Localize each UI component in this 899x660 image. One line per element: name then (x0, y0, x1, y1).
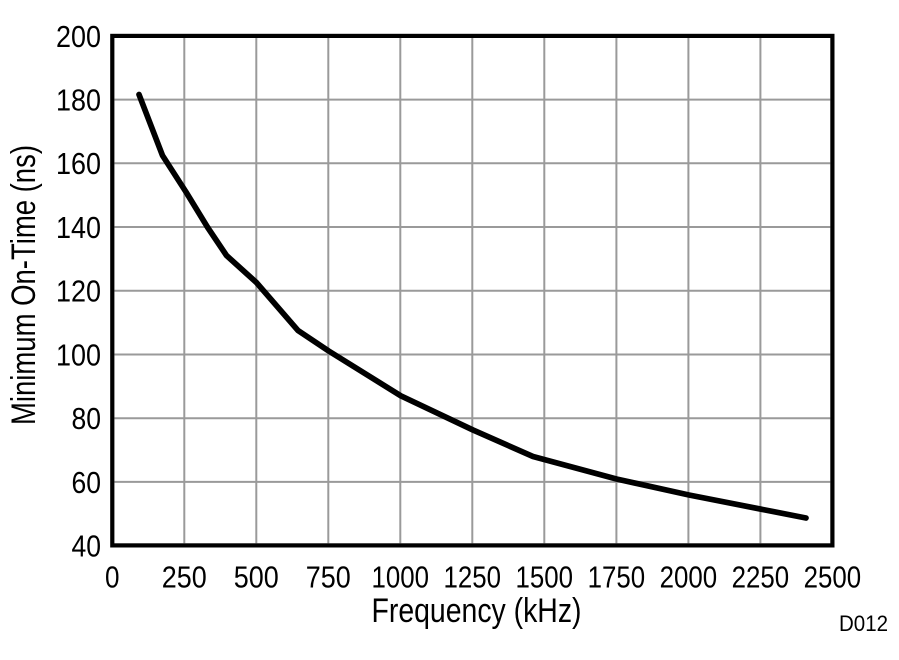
svg-text:60: 60 (72, 465, 102, 500)
svg-text:Minimum On-Time (ns): Minimum On-Time (ns) (5, 145, 43, 425)
svg-text:1500: 1500 (516, 560, 574, 595)
svg-text:250: 250 (162, 560, 207, 595)
svg-text:140: 140 (56, 210, 101, 245)
svg-text:40: 40 (72, 528, 102, 563)
svg-text:D012: D012 (839, 611, 888, 636)
svg-text:500: 500 (234, 560, 279, 595)
svg-text:1250: 1250 (444, 560, 502, 595)
svg-text:2000: 2000 (660, 560, 718, 595)
svg-text:2500: 2500 (804, 560, 862, 595)
svg-text:750: 750 (306, 560, 351, 595)
svg-text:0: 0 (105, 560, 120, 595)
svg-text:180: 180 (56, 83, 101, 118)
svg-text:200: 200 (56, 19, 101, 54)
svg-text:2250: 2250 (732, 560, 790, 595)
svg-text:120: 120 (56, 274, 101, 309)
svg-text:Frequency (kHz): Frequency (kHz) (372, 592, 582, 630)
svg-text:80: 80 (72, 401, 102, 436)
svg-text:1000: 1000 (372, 560, 430, 595)
svg-text:160: 160 (56, 146, 101, 181)
svg-text:1750: 1750 (588, 560, 646, 595)
svg-text:100: 100 (56, 337, 101, 372)
